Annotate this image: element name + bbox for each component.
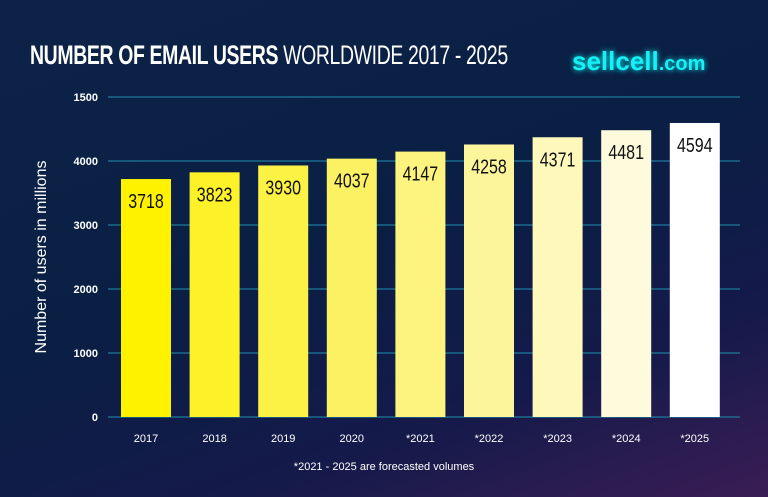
bar-value-label: 4147: [403, 163, 439, 185]
bar: [326, 158, 377, 417]
y-tick-label: 1500: [74, 92, 98, 104]
footnote: *2021 - 2025 are forecasted volumes: [293, 461, 475, 473]
bar: [669, 122, 720, 417]
x-tick-label: 2020: [340, 433, 364, 445]
sellcell-logo: sellcell.com: [572, 46, 705, 77]
bar: [601, 130, 652, 417]
y-tick-label: 3000: [74, 220, 98, 232]
bar: [121, 179, 171, 417]
bar-value-label: 4371: [540, 149, 576, 171]
x-tick-label: *2024: [612, 433, 641, 445]
y-tick-label: 4000: [74, 156, 98, 168]
bar-value-label: 4037: [334, 170, 370, 192]
chart-title: NUMBER OF EMAIL USERS WORLDWIDE 2017 - 2…: [30, 40, 508, 71]
x-tick-label: *2025: [680, 433, 709, 445]
bar-value-label: 3930: [265, 177, 301, 199]
bar: [532, 137, 583, 418]
x-tick-label: *2023: [543, 433, 572, 445]
bar: [258, 165, 309, 417]
bar-value-label: 4481: [608, 142, 644, 164]
bar-value-label: 4594: [677, 134, 713, 156]
y-tick-label: 0: [92, 412, 98, 424]
logo-main: sellcell: [572, 46, 659, 76]
y-axis-label: Number of users in millions: [33, 161, 50, 354]
bar: [464, 144, 514, 417]
title-bold: NUMBER OF EMAIL USERS: [30, 40, 279, 70]
y-tick-label: 1000: [74, 348, 98, 360]
bar-value-label: 3718: [128, 190, 164, 212]
bar: [189, 172, 240, 417]
x-tick-label: *2021: [406, 433, 435, 445]
bar-value-label: 3823: [197, 184, 233, 206]
x-tick-label: 2019: [271, 433, 295, 445]
logo-suffix: .com: [658, 53, 706, 75]
bar-value-label: 4258: [471, 156, 507, 178]
title-light: WORLDWIDE 2017 - 2025: [283, 40, 508, 70]
x-tick-label: 2017: [134, 433, 158, 445]
x-tick-label: 2018: [202, 433, 226, 445]
bar: [395, 151, 446, 418]
x-tick-label: *2022: [475, 433, 504, 445]
y-tick-label: 2000: [74, 284, 98, 296]
